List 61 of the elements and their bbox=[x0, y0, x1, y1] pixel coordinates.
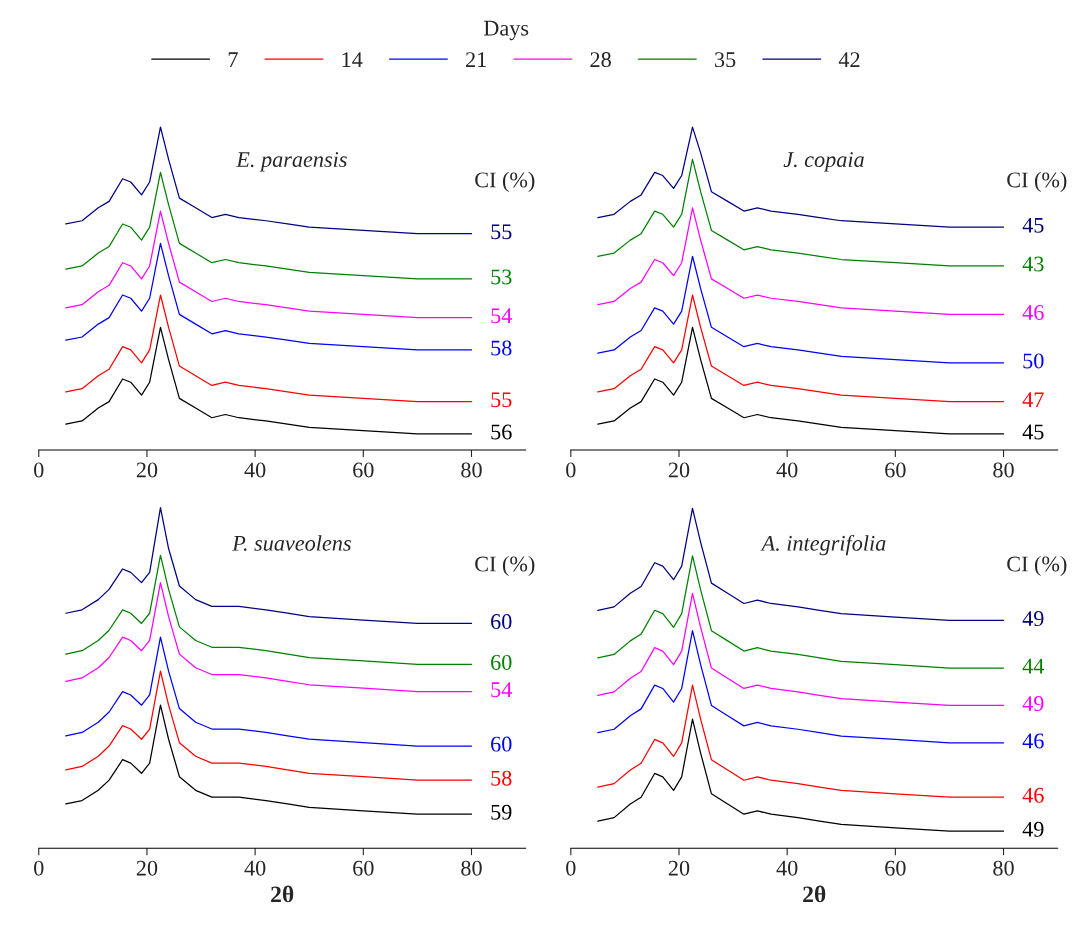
annotation: 44 bbox=[1022, 658, 1045, 674]
legend-label: 14 bbox=[342, 52, 363, 67]
legend-label: 7 bbox=[228, 52, 238, 67]
annotation: 50 bbox=[1023, 353, 1044, 369]
annotation: CI (%) bbox=[1007, 555, 1067, 577]
x-tick-label: 40 bbox=[776, 860, 798, 876]
x-tick-label: 20 bbox=[136, 462, 158, 478]
legend-label: 42 bbox=[838, 52, 860, 67]
x-tick-label: 20 bbox=[668, 860, 690, 876]
x-tick-label: 0 bbox=[566, 462, 576, 478]
x-tick-label: 60 bbox=[885, 860, 906, 876]
annotation: CI (%) bbox=[1007, 171, 1067, 192]
x-tick-label: 80 bbox=[461, 860, 482, 876]
x-tick-label: 20 bbox=[668, 462, 690, 478]
annotation: 45 bbox=[1022, 217, 1044, 233]
x-tick-label: 80 bbox=[993, 860, 1014, 876]
x-axis-title: 2θ bbox=[271, 885, 294, 903]
x-tick-label: 80 bbox=[461, 462, 482, 478]
x-tick-label: 0 bbox=[566, 860, 576, 876]
legend-title: Days bbox=[483, 20, 529, 41]
annotation: 47 bbox=[1022, 392, 1044, 407]
annotation: 60 bbox=[491, 736, 512, 752]
x-tick-label: 0 bbox=[34, 860, 44, 876]
annotation: 45 bbox=[1022, 424, 1044, 440]
annotation: CI (%) bbox=[475, 171, 535, 192]
annotation: CI (%) bbox=[475, 555, 535, 577]
annotation: 55 bbox=[491, 392, 512, 408]
text: E. paraensis bbox=[236, 152, 347, 172]
annotation: 43 bbox=[1022, 256, 1044, 272]
annotation: 58 bbox=[491, 770, 512, 786]
x-tick-label: 40 bbox=[244, 860, 266, 876]
x-tick-label: 40 bbox=[244, 462, 266, 478]
annotation: 54 bbox=[491, 682, 512, 698]
annotation: 54 bbox=[491, 308, 512, 324]
annotation: 46 bbox=[1022, 733, 1044, 749]
x-tick-label: 60 bbox=[885, 462, 906, 478]
legend-label: 21 bbox=[466, 52, 486, 67]
x-axis-title: 2θ bbox=[803, 885, 826, 903]
annotation: 46 bbox=[1022, 787, 1044, 803]
annotation: 53 bbox=[491, 269, 512, 285]
text: A. integrifolia bbox=[760, 534, 886, 556]
annotation: 59 bbox=[491, 804, 512, 820]
x-tick-label: 40 bbox=[776, 462, 798, 478]
annotation: 49 bbox=[1022, 821, 1044, 837]
x-tick-label: 20 bbox=[136, 860, 158, 876]
annotation: 55 bbox=[491, 224, 512, 240]
annotation: 60 bbox=[491, 654, 512, 670]
legend-label: 35 bbox=[715, 52, 736, 68]
annotation: 49 bbox=[1022, 696, 1044, 712]
x-tick-label: 60 bbox=[353, 860, 374, 876]
x-tick-label: 60 bbox=[353, 462, 374, 478]
annotation: 46 bbox=[1022, 305, 1044, 320]
annotation: 56 bbox=[491, 424, 512, 440]
x-tick-label: 80 bbox=[993, 462, 1014, 478]
text: J. copaia bbox=[783, 152, 864, 172]
legend-label: 28 bbox=[590, 52, 611, 68]
annotation: 49 bbox=[1022, 611, 1044, 627]
text: P. suaveolens bbox=[232, 535, 351, 551]
annotation: 58 bbox=[491, 340, 512, 356]
x-tick-label: 0 bbox=[34, 462, 44, 478]
annotation: 60 bbox=[491, 614, 512, 630]
